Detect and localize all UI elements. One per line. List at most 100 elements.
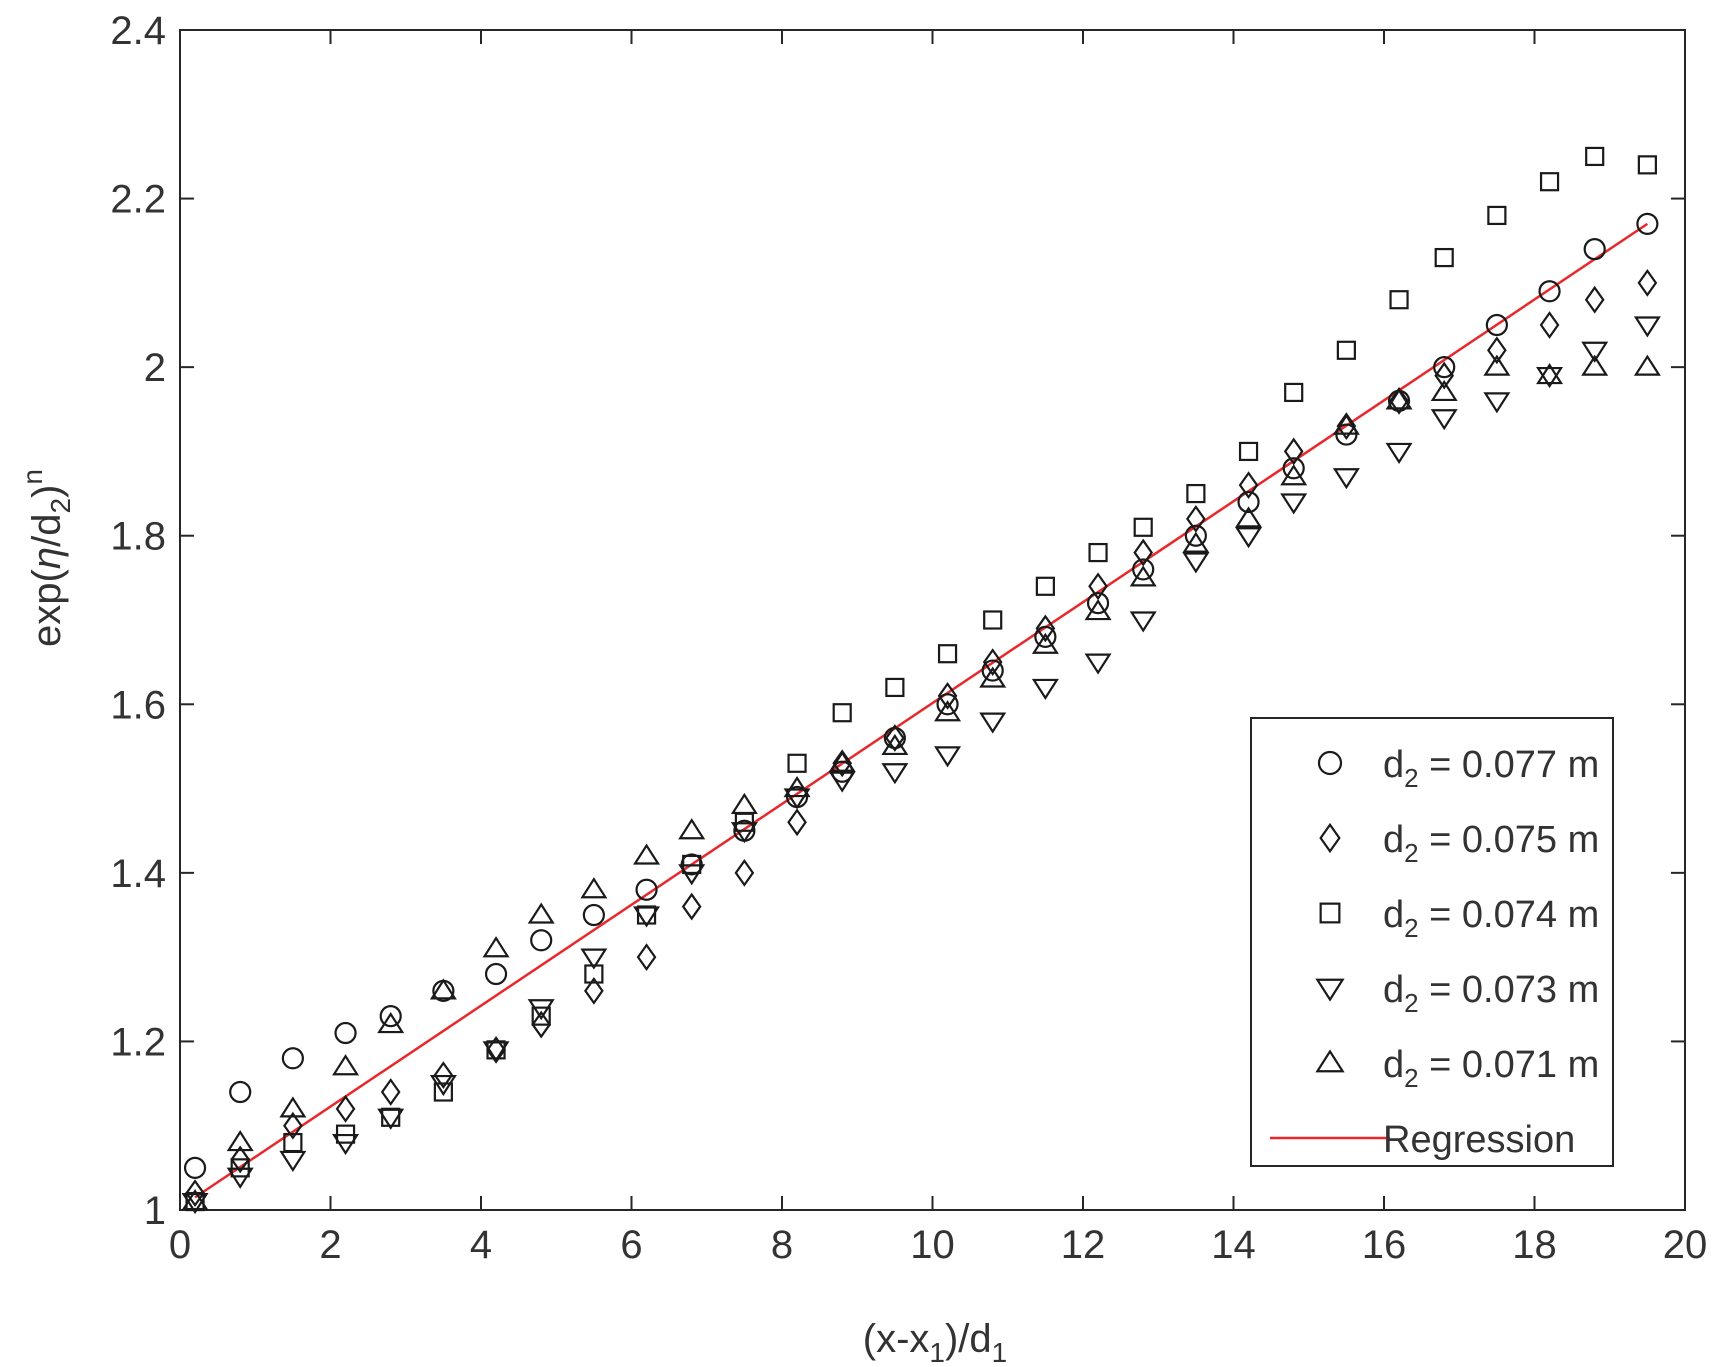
data-point-triangle-down (332, 1133, 360, 1156)
legend-marker-diamond (1319, 822, 1341, 854)
y-tick-label: 2 (144, 346, 166, 390)
data-point-diamond (636, 943, 657, 972)
data-point-triangle-down (633, 906, 661, 928)
data-point-diamond (1389, 386, 1409, 415)
data-point-circle (1132, 558, 1155, 581)
data-point-triangle-down (881, 763, 909, 785)
data-point-diamond (832, 749, 853, 778)
data-point-triangle-up (678, 818, 706, 840)
y-tick-label: 1.6 (110, 683, 166, 727)
data-point-circle (379, 1005, 402, 1028)
data-point-diamond (1434, 361, 1455, 390)
data-point-diamond (230, 1145, 251, 1174)
data-point-triangle-up (482, 936, 510, 958)
data-point-triangle-down (377, 1108, 405, 1130)
data-point-triangle-down (783, 788, 811, 810)
data-point-circle (582, 903, 605, 927)
data-point-triangle-up (1031, 632, 1059, 654)
data-point-diamond (1035, 614, 1056, 643)
legend-label: d2 = 0.073 m (1383, 969, 1599, 1018)
data-point-diamond (982, 648, 1003, 677)
data-point-square (1035, 576, 1055, 596)
data-point-square (1088, 542, 1108, 563)
data-point-triangle-up (1483, 354, 1511, 376)
legend-label: d2 = 0.077 m (1383, 744, 1599, 793)
data-point-square (1389, 290, 1409, 310)
x-axis-label: (x-x1)/d1 (863, 1317, 1007, 1367)
data-point-circle (334, 1021, 357, 1045)
data-point-circle (936, 693, 959, 716)
data-point-circle (1034, 625, 1057, 648)
data-point-diamond (734, 858, 755, 887)
data-point-square (531, 1006, 551, 1026)
x-axis-ticks: 0 2 4 6 8 10 12 14 16 18 20 (169, 30, 1707, 1267)
legend-label: d2 = 0.071 m (1383, 1044, 1599, 1093)
x-tick-label: 18 (1512, 1223, 1557, 1267)
legend-marker-triangle-down (1315, 978, 1345, 1002)
data-point-square (1539, 172, 1560, 192)
data-point-circle (1583, 238, 1606, 261)
data-point-diamond (185, 1179, 205, 1208)
data-point-square (1336, 340, 1356, 360)
data-point-diamond (584, 976, 604, 1005)
data-point-triangle-up (783, 776, 811, 798)
x-tick-label: 8 (771, 1223, 793, 1267)
data-point-square (1284, 382, 1304, 403)
data-point-triangle-down (1084, 653, 1112, 675)
data-point-square (433, 1082, 453, 1102)
data-point-triangle-up (1536, 363, 1564, 385)
data-point-triangle-down (1536, 366, 1564, 389)
data-point-circle (1485, 313, 1508, 337)
data-point-diamond (1539, 311, 1560, 339)
legend-box (1250, 717, 1614, 1167)
data-point-triangle-up (828, 750, 856, 772)
data-point-circle (1237, 490, 1260, 514)
data-point-circle (183, 1156, 207, 1179)
data-point-diamond (380, 1078, 401, 1106)
data-point-diamond (787, 808, 807, 837)
data-point-triangle-down (1633, 316, 1661, 338)
data-point-triangle-up (1633, 354, 1661, 376)
data-point-diamond (937, 681, 958, 710)
data-point-square (1133, 517, 1153, 537)
series-triangle-up (181, 354, 1661, 1211)
data-point-triangle-up (979, 666, 1007, 688)
data-point-circle (484, 962, 508, 986)
data-point-triangle-down (1332, 468, 1360, 490)
data-point-diamond (1336, 412, 1357, 441)
data-point-diamond (1186, 504, 1206, 533)
data-point-triangle-up (279, 1096, 307, 1118)
data-point-square (1434, 247, 1454, 268)
data-point-triangle-up (527, 902, 555, 924)
y-tick-label: 1.8 (110, 515, 166, 559)
data-point-circle (635, 878, 658, 901)
data-point-diamond (885, 724, 905, 752)
legend-label-regression: Regression (1383, 1119, 1575, 1161)
x-tick-label: 2 (319, 1223, 341, 1267)
data-point-triangle-down (181, 1192, 209, 1215)
legend: d2 = 0.077 m d2 = 0.075 m d2 = 0.074 m d2 =… (1250, 717, 1614, 1167)
data-point-triangle-down (1182, 552, 1210, 574)
data-point-diamond (335, 1094, 356, 1123)
data-point-diamond (1637, 268, 1658, 297)
legend-label: d2 = 0.075 m (1383, 819, 1599, 868)
y-tick-label: 1.2 (110, 1020, 166, 1064)
x-tick-label: 12 (1061, 1223, 1106, 1267)
data-point-diamond (283, 1111, 303, 1140)
data-point-square (937, 644, 958, 664)
y-tick-label: 1 (144, 1189, 166, 1233)
series-diamond (185, 268, 1658, 1208)
data-point-circle (1086, 592, 1110, 615)
data-point-triangle-down (482, 1041, 510, 1063)
x-tick-label: 14 (1211, 1223, 1256, 1267)
data-point-triangle-up (1385, 388, 1413, 410)
data-point-triangle-up (1280, 464, 1308, 486)
data-point-square (1186, 483, 1206, 504)
data-point-square (584, 964, 604, 984)
data-point-triangle-down (1235, 527, 1263, 549)
legend-marker-triangle-up (1315, 1049, 1345, 1073)
legend-marker-square (1319, 902, 1341, 924)
x-tick-label: 16 (1362, 1223, 1407, 1267)
data-point-diamond (681, 892, 702, 921)
